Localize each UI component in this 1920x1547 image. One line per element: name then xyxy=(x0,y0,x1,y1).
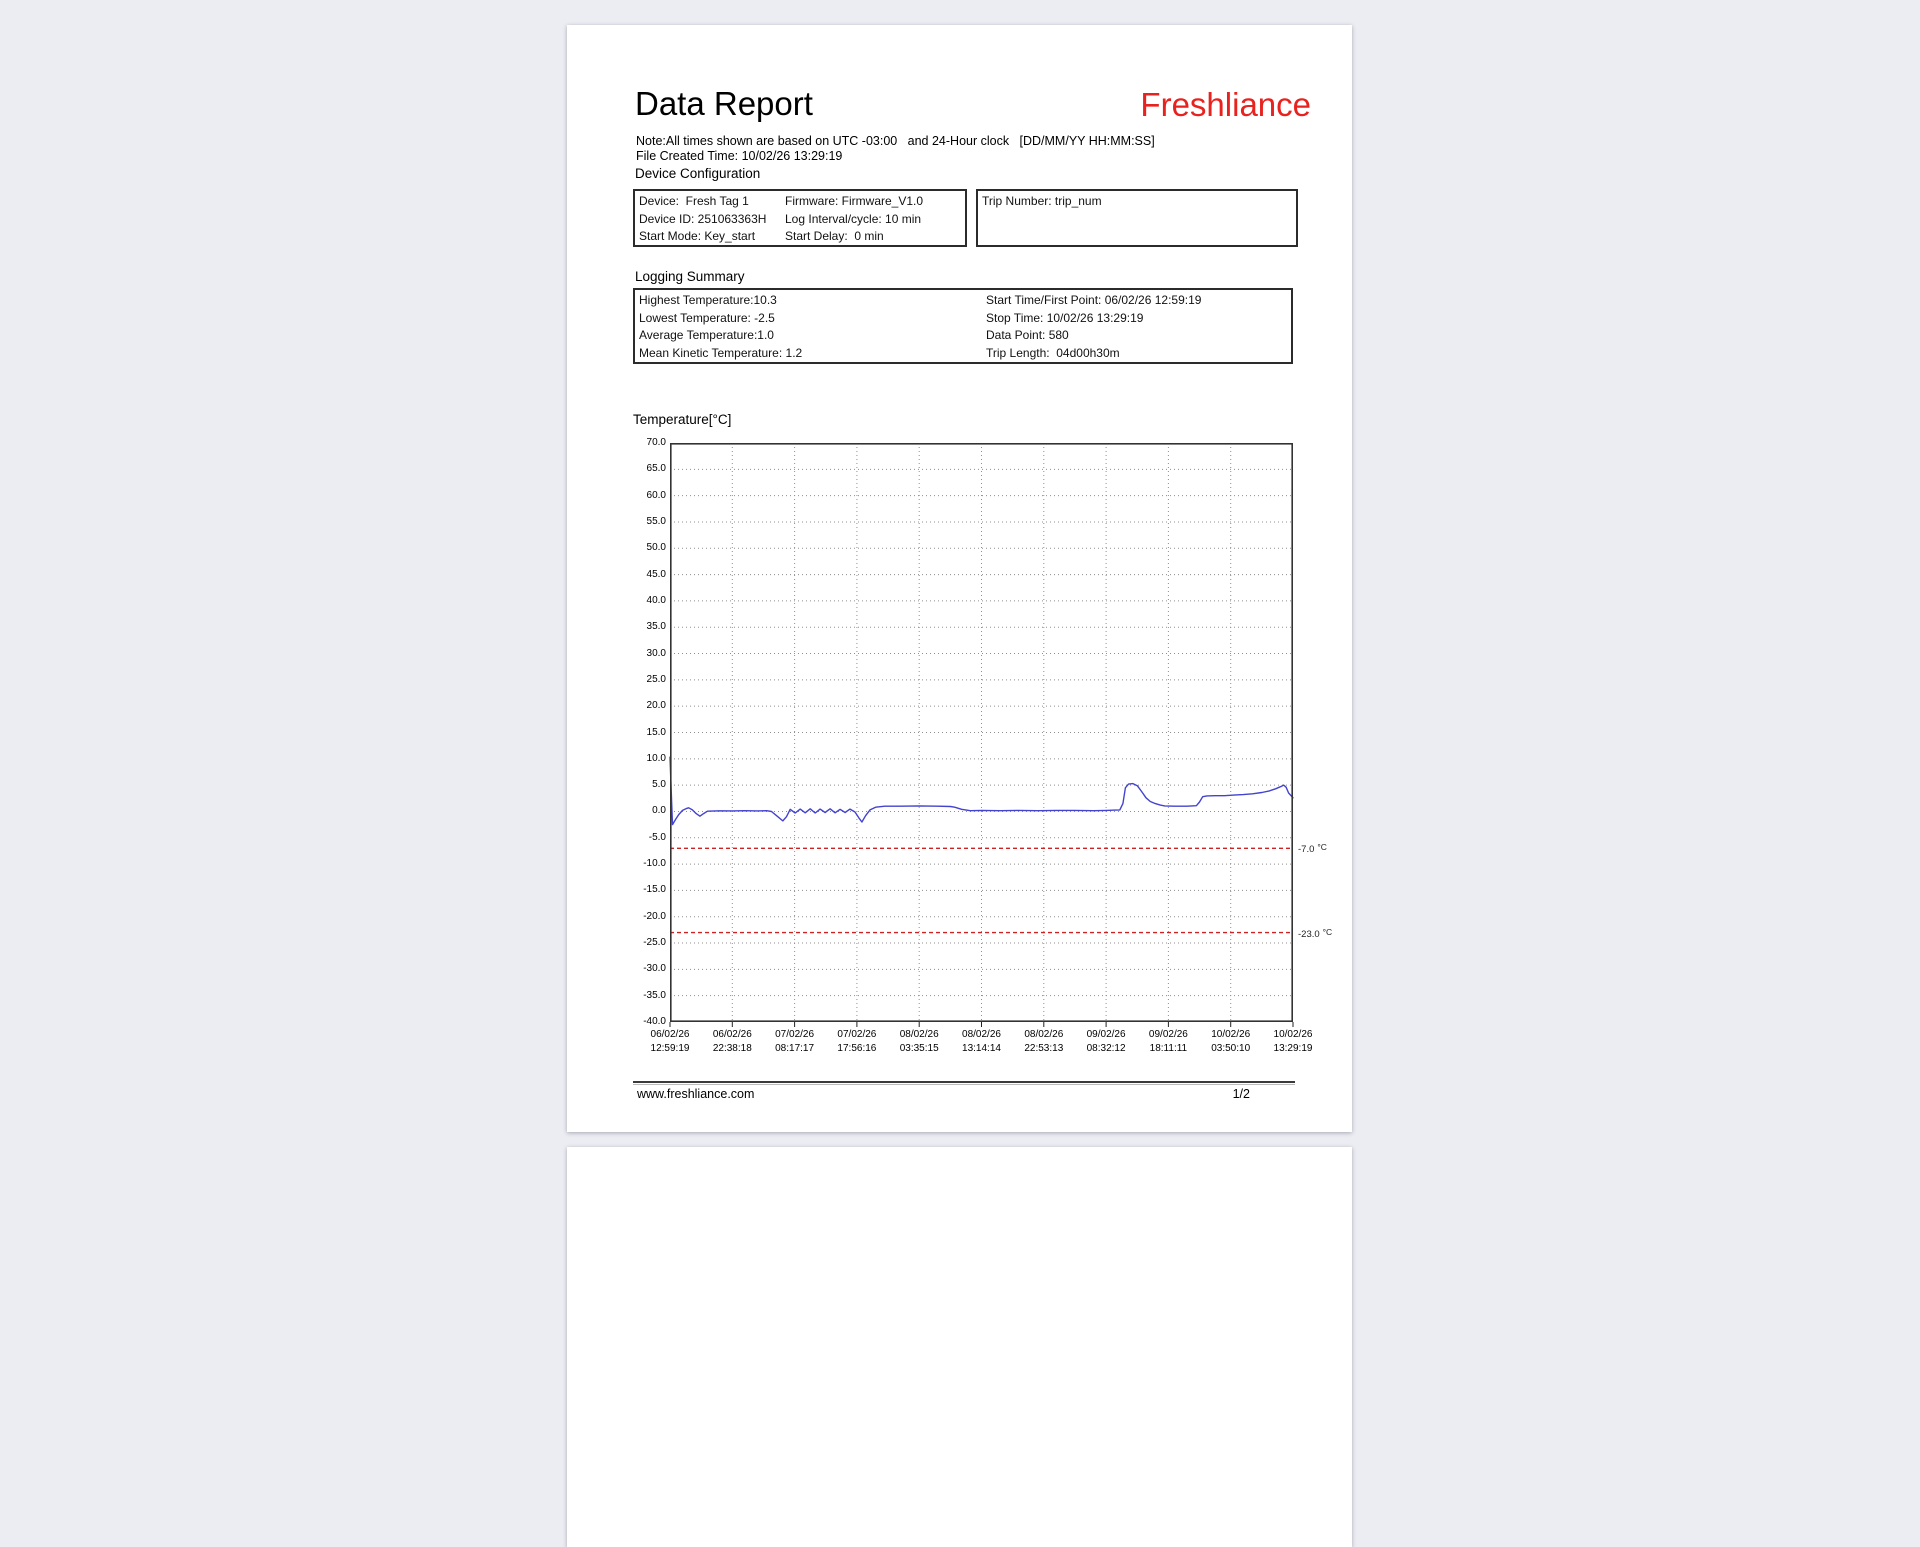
y-tick-label: 20.0 xyxy=(646,700,666,712)
config-device: Device: Fresh Tag 1 xyxy=(639,194,749,208)
x-tick-label: 06/02/26 12:59:19 xyxy=(650,1029,690,1054)
y-tick-label: 30.0 xyxy=(646,647,666,659)
y-tick-label: 40.0 xyxy=(646,594,666,606)
y-tick-label: -20.0 xyxy=(643,910,666,922)
y-tick-label: -15.0 xyxy=(643,884,666,896)
x-tick-label: 06/02/26 22:38:18 xyxy=(712,1029,752,1054)
page-title: Data Report xyxy=(635,85,813,122)
start-time: Start Time/First Point: 06/02/26 12:59:1… xyxy=(986,293,1202,307)
report-page-2 xyxy=(567,1147,1352,1547)
page-number: 1/2 xyxy=(1232,1087,1250,1101)
x-tick-label: 09/02/26 08:32:12 xyxy=(1086,1029,1126,1054)
y-tick-label: -10.0 xyxy=(643,858,666,870)
timezone-note: Note:All times shown are based on UTC -0… xyxy=(636,134,1155,148)
y-tick-label: 60.0 xyxy=(646,489,666,501)
summary-row: Highest Temperature:10.3 Start Time/Firs… xyxy=(639,292,1291,310)
y-tick-label: 55.0 xyxy=(646,515,666,527)
config-row: Device: Fresh Tag 1 Firmware: Firmware_V… xyxy=(639,193,965,211)
y-tick-label: 15.0 xyxy=(646,726,666,738)
x-tick-label: 07/02/26 17:56:16 xyxy=(837,1029,877,1054)
config-row: Device ID: 251063363H Log Interval/cycle… xyxy=(639,211,965,229)
y-tick-label: 0.0 xyxy=(652,805,666,817)
logging-summary-heading: Logging Summary xyxy=(635,269,745,284)
highest-temperature: Highest Temperature:10.3 xyxy=(639,293,777,307)
y-tick-label: 35.0 xyxy=(646,621,666,633)
trip-number-box: Trip Number: trip_num xyxy=(976,189,1298,247)
y-tick-label: 10.0 xyxy=(646,752,666,764)
x-tick-label: 10/02/26 13:29:19 xyxy=(1273,1029,1313,1054)
trip-length: Trip Length: 04d00h30m xyxy=(986,345,1120,360)
y-tick-label: -35.0 xyxy=(643,989,666,1001)
config-start-delay: Start Delay: 0 min xyxy=(785,229,884,243)
average-temperature: Average Temperature:1.0 xyxy=(639,328,774,342)
x-axis-labels: 06/02/26 12:59:19 06/02/26 22:38:18 07/02/26… xyxy=(651,1028,1313,1062)
lowest-temperature: Lowest Temperature: -2.5 xyxy=(639,310,775,325)
brand-logo: Freshliance xyxy=(1140,86,1311,123)
temperature-chart: 70.0 65.0 60.0 55.0 50.0 45.0 40.0 35.0 30.0 25.0… xyxy=(643,437,1332,1054)
threshold-labels: -7.0 °C -23.0 °C xyxy=(1295,443,1355,1022)
y-tick-label: 45.0 xyxy=(646,568,666,580)
y-tick-label: 50.0 xyxy=(646,542,666,554)
threshold-value-label: -23.0 °C xyxy=(1298,926,1333,940)
threshold-value-label: -7.0 °C xyxy=(1298,842,1327,856)
y-tick-label: 25.0 xyxy=(646,673,666,685)
summary-row: Lowest Temperature: -2.5 Stop Time: 10/0… xyxy=(639,310,1291,328)
file-created-time: File Created Time: 10/02/26 13:29:19 xyxy=(636,149,843,163)
y-tick-label: -30.0 xyxy=(643,963,666,975)
config-log-interval: Log Interval/cycle: 10 min xyxy=(785,211,922,226)
config-start-mode: Start Mode: Key_start xyxy=(639,229,756,243)
x-tick-label: 08/02/26 13:14:14 xyxy=(962,1029,1001,1054)
summary-row: Mean Kinetic Temperature: 1.2 Trip Lengt… xyxy=(639,345,1291,363)
summary-row: Average Temperature:1.0 Data Point: 580 xyxy=(639,327,1291,345)
trip-number: Trip Number: trip_num xyxy=(982,194,1102,208)
y-tick-label: 70.0 xyxy=(646,437,666,448)
y-tick-label: -5.0 xyxy=(648,831,666,843)
device-configuration-box: Device: Fresh Tag 1 Firmware: Firmware_V… xyxy=(633,189,967,247)
report-page-1: Data Report Freshliance Note:All times s… xyxy=(567,25,1352,1132)
plot-svg xyxy=(669,443,1294,1027)
x-tick-label: 07/02/26 08:17:17 xyxy=(775,1029,815,1054)
data-point-count: Data Point: 580 xyxy=(986,328,1069,342)
config-firmware: Firmware: Firmware_V1.0 xyxy=(785,194,924,208)
x-tick-label: 08/02/26 22:53:13 xyxy=(1024,1029,1064,1054)
chart-title: Temperature[°C] xyxy=(633,412,732,427)
y-tick-label: -40.0 xyxy=(643,1016,666,1027)
footer-divider xyxy=(633,1081,1295,1085)
y-axis-labels: 70.0 65.0 60.0 55.0 50.0 45.0 40.0 35.0 30.0 25.0… xyxy=(618,437,666,1027)
mean-kinetic-temperature: Mean Kinetic Temperature: 1.2 xyxy=(639,345,803,360)
config-device-id: Device ID: 251063363H xyxy=(639,211,767,226)
x-tick-label: 08/02/26 03:35:15 xyxy=(899,1029,939,1054)
x-tick-label: 09/02/26 18:11:11 xyxy=(1148,1029,1188,1054)
logging-summary-box: Highest Temperature:10.3 Start Time/Firs… xyxy=(633,288,1293,364)
x-tick-label: 10/02/26 03:50:10 xyxy=(1211,1029,1251,1054)
footer-website: www.freshliance.com xyxy=(637,1087,755,1101)
y-tick-label: 5.0 xyxy=(652,779,666,791)
device-configuration-heading: Device Configuration xyxy=(635,166,761,181)
stop-time: Stop Time: 10/02/26 13:29:19 xyxy=(986,310,1144,325)
y-tick-label: -25.0 xyxy=(643,937,666,949)
config-row: Start Mode: Key_start Start Delay: 0 min xyxy=(639,228,965,246)
y-tick-label: 65.0 xyxy=(646,463,666,475)
